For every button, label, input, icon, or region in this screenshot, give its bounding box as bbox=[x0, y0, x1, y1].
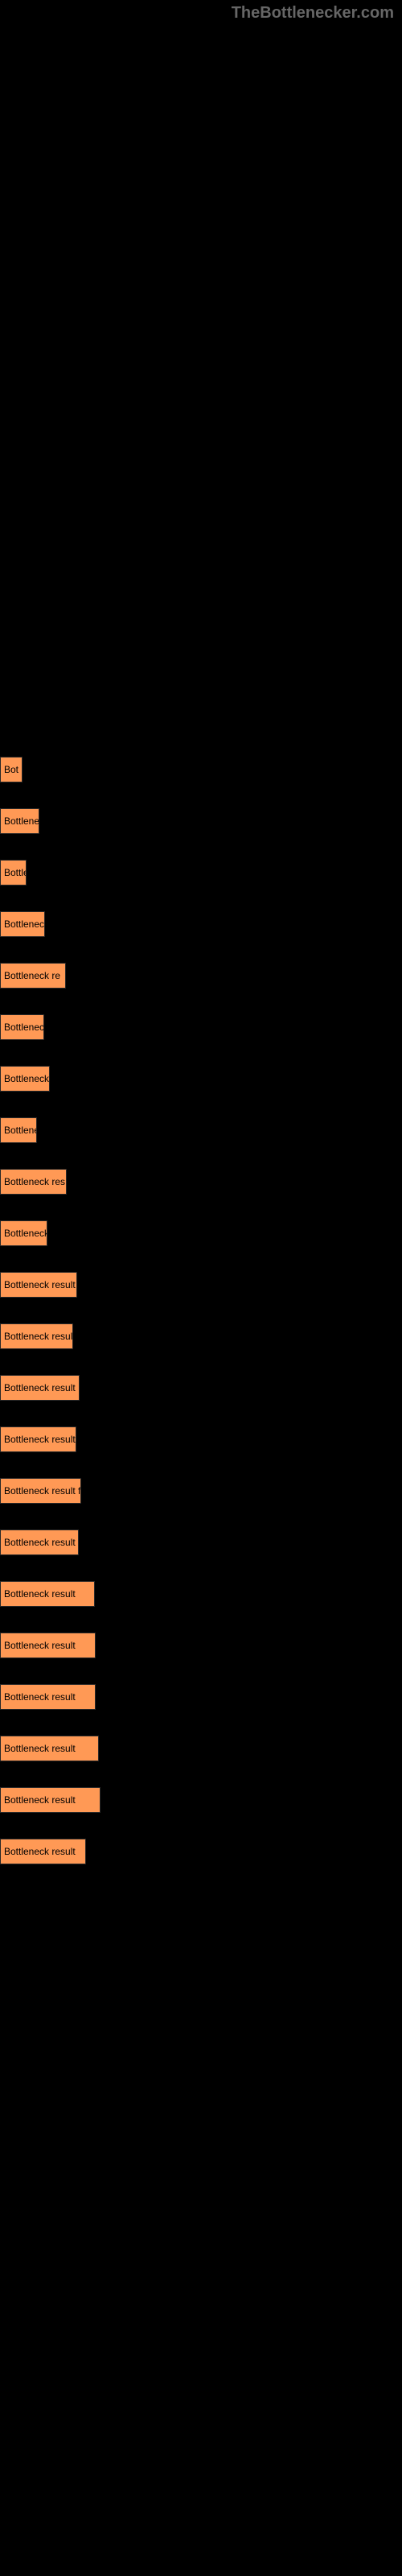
bar-row: Bottleneck re bbox=[0, 963, 402, 989]
bar-row: Bottleneck bbox=[0, 1014, 402, 1040]
bar: Bottleneck re bbox=[0, 963, 66, 989]
bar-row: Bottleneck result bbox=[0, 1530, 402, 1555]
bar-row: Bottleneck result f bbox=[0, 1478, 402, 1504]
bar-row: Bot bbox=[0, 757, 402, 782]
bar-row: Bottleneck result bbox=[0, 1839, 402, 1864]
bar: Bottleneck result bbox=[0, 1375, 80, 1401]
bar-row: Bottleneck result bbox=[0, 1633, 402, 1658]
bar-row: Bottleneck result bbox=[0, 1323, 402, 1349]
bar-row: Bottleneck result bbox=[0, 1581, 402, 1607]
bar: Bottleneck res bbox=[0, 1169, 67, 1195]
bar-row: Bottleneck result bbox=[0, 1375, 402, 1401]
bar: Bottleneck bbox=[0, 911, 45, 937]
bar: Bottleneck result bbox=[0, 1736, 99, 1761]
bar-chart: Bot Bottlenec Bottle Bottleneck Bottleneck r… bbox=[0, 0, 402, 1864]
bar-row: Bottleneck result bbox=[0, 1684, 402, 1710]
bar: Bottleneck result bbox=[0, 1581, 95, 1607]
bar: Bottleneck result bbox=[0, 1530, 79, 1555]
bar: Bottleneck result bbox=[0, 1787, 100, 1813]
bar: Bottleneck c bbox=[0, 1066, 50, 1092]
bar-row: Bottleneck res bbox=[0, 1169, 402, 1195]
bar: Bot bbox=[0, 757, 23, 782]
bar: Bottleneck result bbox=[0, 1633, 96, 1658]
bar: Bottleneck result bbox=[0, 1839, 86, 1864]
bar: Bottlene bbox=[0, 1117, 37, 1143]
bar-row: Bottlene bbox=[0, 1117, 402, 1143]
bar: Bottleneck result bbox=[0, 1323, 73, 1349]
bar-row: Bottleneck result bbox=[0, 1736, 402, 1761]
watermark: TheBottlenecker.com bbox=[232, 4, 394, 23]
bar-row: Bottleneck bbox=[0, 911, 402, 937]
bar: Bottle bbox=[0, 860, 27, 886]
bar-row: Bottleneck result bbox=[0, 1426, 402, 1452]
bar: Bottleneck bbox=[0, 1014, 44, 1040]
bar: Bottlenec bbox=[0, 808, 39, 834]
bar: Bottleneck result bbox=[0, 1684, 96, 1710]
bar: Bottleneck result bbox=[0, 1426, 76, 1452]
bar: Bottleneck result f bbox=[0, 1272, 77, 1298]
bar-row: Bottlenec bbox=[0, 808, 402, 834]
bar-row: Bottleneck bbox=[0, 1220, 402, 1246]
bar-row: Bottleneck result bbox=[0, 1787, 402, 1813]
bar-row: Bottleneck c bbox=[0, 1066, 402, 1092]
bar-row: Bottleneck result f bbox=[0, 1272, 402, 1298]
bar-row: Bottle bbox=[0, 860, 402, 886]
bar: Bottleneck result f bbox=[0, 1478, 81, 1504]
bar: Bottleneck bbox=[0, 1220, 47, 1246]
